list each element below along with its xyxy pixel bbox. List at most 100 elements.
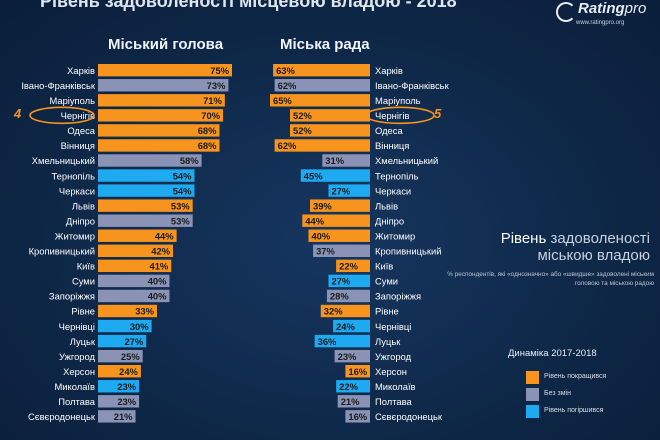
right-category-label-17: Чернівці [375, 321, 411, 332]
left-bar-14 [98, 274, 170, 288]
right-bar-17 [333, 319, 370, 333]
right-category-label-7: Тернопіль [375, 170, 419, 181]
left-value-label-10: 53% [171, 215, 190, 226]
left-bar-17 [98, 319, 152, 333]
right-value-label-5: 62% [278, 140, 297, 151]
right-bar-3 [290, 109, 370, 122]
right-bar-23 [345, 410, 370, 423]
right-category-label-15: Запоріжжя [375, 291, 421, 302]
left-bar-7 [98, 169, 195, 182]
right-value-label-0: 63% [276, 65, 295, 76]
right-bar-15 [326, 289, 370, 303]
right-bar-20 [345, 365, 370, 378]
left-bar-3 [98, 109, 224, 122]
left-bar-10 [98, 214, 193, 227]
left-value-label-0: 75% [210, 65, 229, 76]
logo-url: www.ratingpro.org [576, 20, 625, 26]
left-value-label-12: 42% [151, 246, 170, 257]
right-category-label-19: Ужгород [375, 351, 412, 362]
left-category-label-10: Дніпро [66, 215, 95, 226]
right-category-label-13: Київ [375, 261, 393, 272]
left-value-label-5: 68% [198, 140, 217, 151]
left-bar-0 [98, 64, 232, 77]
right-category-label-1: Івано-Франківськ [375, 80, 450, 91]
left-value-label-19: 25% [121, 351, 140, 362]
left-highlight-ellipse [29, 106, 95, 125]
right-bar-2 [270, 94, 370, 107]
right-value-label-9: 39% [313, 200, 332, 211]
left-category-label-17: Чернівці [59, 321, 95, 332]
page-title: Рівень задоволеності місцевою владою - 2… [40, 0, 457, 11]
left-bar-21 [98, 380, 140, 393]
left-bar-4 [98, 124, 220, 137]
legend-title-highlight: Рівень [500, 230, 547, 247]
right-category-label-6: Хмельницький [375, 155, 438, 166]
left-value-label-20: 24% [119, 366, 138, 377]
legend-item-worsened: Рівень погіршився [526, 405, 646, 419]
left-category-label-22: Полтава [58, 396, 95, 407]
left-category-label-23: Сєвєродонецьк [28, 411, 96, 422]
right-category-label-20: Херсон [375, 366, 407, 377]
left-value-label-21: 23% [117, 381, 136, 392]
right-value-label-10: 44% [305, 215, 324, 226]
left-category-label-9: Львів [72, 200, 95, 211]
legend-title-rest: задоволеності міською владою [537, 230, 650, 264]
right-annotation-number: 5 [434, 106, 442, 121]
left-category-label-0: Харків [67, 65, 95, 76]
left-value-label-11: 44% [155, 230, 174, 241]
right-value-label-23: 16% [348, 411, 367, 422]
right-value-label-4: 52% [293, 125, 312, 136]
logo-brand: Rating [578, 0, 625, 17]
left-bar-22 [98, 395, 140, 408]
left-value-label-16: 33% [135, 306, 154, 317]
left-bar-8 [98, 184, 195, 197]
right-category-label-3: Чернігів [375, 110, 409, 121]
left-bar-12 [98, 244, 174, 257]
right-value-label-8: 27% [331, 185, 350, 196]
right-value-label-22: 21% [341, 396, 360, 407]
left-value-label-3: 70% [201, 110, 220, 121]
right-bar-7 [300, 169, 370, 182]
right-category-label-5: Вінниця [375, 140, 409, 151]
right-value-label-12: 37% [316, 246, 335, 257]
right-bar-14 [328, 274, 370, 288]
right-category-label-10: Дніпро [375, 215, 404, 226]
left-value-label-7: 54% [173, 170, 192, 181]
left-value-label-4: 68% [198, 125, 217, 136]
left-value-label-2: 71% [203, 95, 222, 106]
legend-label-improved: Рівень покращився [544, 373, 607, 380]
right-highlight-ellipse [365, 106, 435, 125]
left-category-label-18: Луцьк [70, 336, 96, 347]
left-bar-11 [98, 229, 177, 242]
left-category-label-1: Івано-Франківськ [21, 80, 96, 91]
right-value-label-21: 22% [339, 381, 358, 392]
left-annotation-number: 4 [14, 106, 22, 121]
right-category-label-11: Житомир [375, 230, 415, 241]
right-bar-1 [274, 79, 370, 92]
left-value-label-9: 53% [171, 200, 190, 211]
right-bar-13 [336, 259, 370, 273]
right-category-label-23: Сєвєродонецьк [375, 411, 443, 422]
right-value-label-17: 24% [336, 321, 355, 332]
right-bar-12 [313, 244, 370, 257]
right-category-label-14: Суми [375, 276, 398, 287]
legend-item-unchanged: Без змін [526, 388, 646, 402]
left-category-label-3: Чернігів [61, 110, 95, 121]
right-category-label-9: Львів [375, 200, 398, 211]
legend-swatch-worsened [526, 405, 539, 418]
right-category-label-0: Харків [375, 65, 403, 76]
left-category-label-7: Тернопіль [51, 170, 95, 181]
right-bar-18 [314, 334, 370, 348]
right-value-label-3: 52% [293, 110, 312, 121]
right-bar-4 [290, 124, 370, 137]
right-bar-9 [310, 199, 370, 212]
left-value-label-13: 41% [149, 261, 168, 272]
legend-label-unchanged: Без змін [544, 390, 571, 397]
right-value-label-15: 28% [330, 291, 349, 302]
left-category-label-6: Хмельницький [32, 155, 95, 166]
left-category-label-14: Суми [72, 276, 95, 287]
right-value-label-2: 65% [273, 95, 292, 106]
right-category-label-22: Полтава [375, 396, 412, 407]
right-value-label-11: 40% [311, 230, 330, 241]
